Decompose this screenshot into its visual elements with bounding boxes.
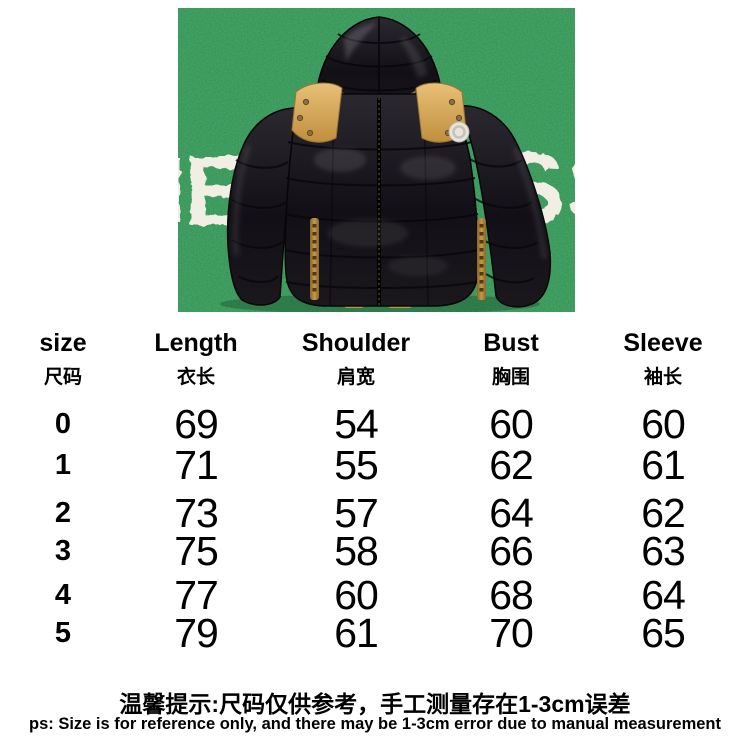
cell-shoulder: 54 <box>334 401 379 447</box>
cell-bust: 64 <box>489 490 534 536</box>
hood-lining-flap-left <box>291 82 343 143</box>
cell-sleeve: 65 <box>641 610 686 656</box>
header-row-chinese: 尺码 衣长 肩宽 胸围 袖长 <box>0 362 750 388</box>
table-row: 4 77 60 68 64 <box>0 572 750 618</box>
cell-sleeve: 63 <box>641 528 686 574</box>
note-chinese: 温馨提示:尺码仅供参考，手工测量存在1-3cm误差 <box>119 691 631 717</box>
table-row: 2 73 57 64 62 <box>0 490 750 536</box>
gloss-highlights <box>232 23 547 276</box>
cell-sleeve: 60 <box>641 401 686 447</box>
cell-size: 1 <box>54 449 72 481</box>
cell-size: 0 <box>54 408 72 440</box>
cell-shoulder: 60 <box>334 572 379 618</box>
cell-bust: 62 <box>489 442 534 488</box>
cell-length: 69 <box>174 401 219 447</box>
cell-shoulder: 57 <box>334 490 379 536</box>
header-row-english: size Length Shoulder Bust Sleeve <box>0 329 750 357</box>
cell-shoulder: 55 <box>334 442 379 488</box>
column-header-bust: Bust <box>483 329 539 357</box>
logo-badge <box>448 121 470 143</box>
puffer-jacket <box>226 16 552 308</box>
column-header-length: Length <box>154 329 238 357</box>
table-row: 0 69 54 60 60 <box>0 401 750 447</box>
cell-sleeve: 64 <box>641 572 686 618</box>
cell-sleeve: 62 <box>641 490 686 536</box>
cell-size: 2 <box>54 497 72 529</box>
column-header-shoulder: Shoulder <box>301 329 411 357</box>
column-header-size-zh: 尺码 <box>43 367 82 388</box>
table-row: 5 79 61 70 65 <box>0 610 750 656</box>
cell-bust: 66 <box>489 528 534 574</box>
cell-length: 73 <box>174 490 219 536</box>
cell-length: 77 <box>174 572 219 618</box>
cell-size: 5 <box>54 617 72 649</box>
cell-length: 79 <box>174 610 219 656</box>
cell-sleeve: 61 <box>641 442 686 488</box>
cell-shoulder: 61 <box>334 610 379 656</box>
product-photo: ET SS <box>178 8 575 312</box>
carpet-letter-partial-left <box>178 158 180 222</box>
column-header-bust-zh: 胸围 <box>491 367 530 388</box>
pocket-zippers <box>310 218 486 300</box>
sleeve-right <box>456 105 552 308</box>
puffer-jacket-photo-illustration: ET SS <box>178 8 575 312</box>
cell-length: 71 <box>174 442 219 488</box>
table-row: 1 71 55 62 61 <box>0 442 750 488</box>
column-header-sleeve: Sleeve <box>623 329 703 357</box>
cell-bust: 60 <box>489 401 534 447</box>
column-header-length-zh: 衣长 <box>176 367 215 388</box>
cell-size: 4 <box>54 579 72 611</box>
column-header-size: size <box>39 329 87 357</box>
cell-size: 3 <box>54 535 72 567</box>
column-header-sleeve-zh: 袖长 <box>643 367 682 388</box>
table-row: 3 75 58 66 63 <box>0 528 750 574</box>
column-header-shoulder-zh: 肩宽 <box>336 367 375 388</box>
cell-bust: 68 <box>489 572 534 618</box>
note-english: ps: Size is for reference only, and ther… <box>28 715 721 733</box>
cell-bust: 70 <box>489 610 534 656</box>
cell-shoulder: 58 <box>334 528 379 574</box>
cell-length: 75 <box>174 528 219 574</box>
